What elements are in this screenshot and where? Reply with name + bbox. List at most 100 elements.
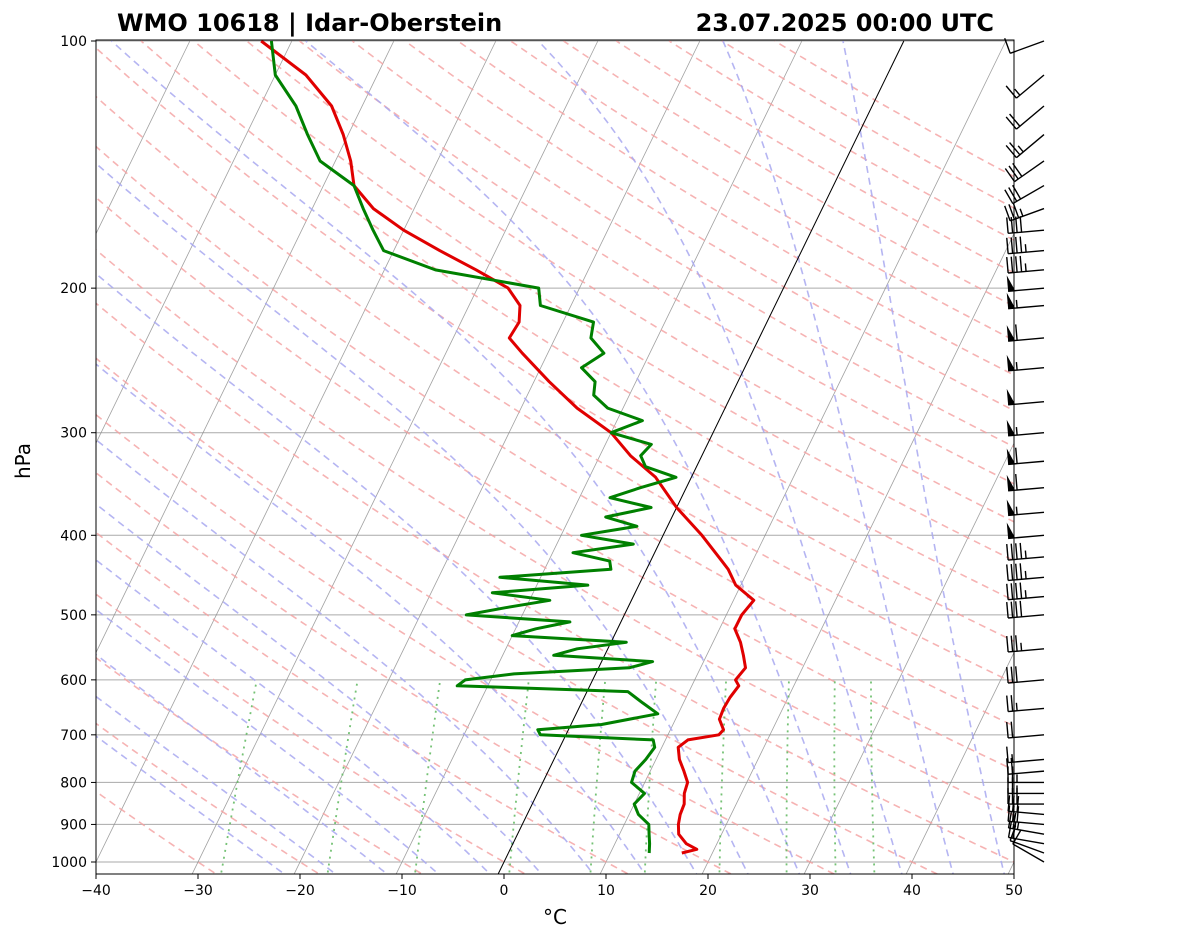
wind-barb-flag <box>1006 721 1009 739</box>
wind-barb-staff <box>1014 160 1045 183</box>
moist-adiabat-line <box>96 695 337 874</box>
wind-barb-flag <box>1010 583 1014 600</box>
moist-adiabat-line <box>96 558 492 874</box>
wind-barb-staff <box>1015 74 1045 99</box>
wind-barb-half-flag <box>1024 590 1027 599</box>
wind-barb <box>1006 447 1045 466</box>
dry-adiabat-line <box>96 722 321 874</box>
dry-adiabat-line <box>246 40 1014 523</box>
wind-barb-flag <box>1007 821 1013 838</box>
wind-barb-flag <box>1010 757 1014 774</box>
wind-barb <box>1005 74 1045 99</box>
wind-barb-staff <box>1008 287 1045 292</box>
wind-barb <box>1007 805 1045 826</box>
wind-barb-half-flag <box>1016 821 1020 830</box>
wind-barb-flag <box>1006 746 1009 763</box>
wind-barb <box>1006 499 1045 517</box>
dry-adiabat-line <box>96 145 1014 727</box>
wind-barb-staff <box>1009 40 1045 54</box>
wind-barb-flag <box>1008 187 1018 202</box>
wind-barb-flag <box>1015 582 1018 599</box>
wind-barb-staff <box>1015 105 1045 130</box>
wind-barb <box>1007 821 1045 845</box>
x-tick-label: −30 <box>183 883 213 899</box>
wind-barb-staff <box>1008 770 1045 775</box>
wind-barb-half-flag <box>1015 427 1018 436</box>
wind-barb-flag <box>1006 758 1009 775</box>
wind-barb-half-flag <box>1015 299 1018 308</box>
y-axis-label: hPa <box>11 443 35 479</box>
wind-barb <box>1006 354 1045 372</box>
wind-barb-half-flag <box>1024 244 1027 253</box>
isotherm-line <box>701 232 1014 874</box>
wind-barb-flag <box>1006 564 1009 581</box>
chart-title-station: WMO 10618 | Idar-Oberstein <box>117 9 502 37</box>
wind-barb <box>1006 236 1045 255</box>
wind-barb-pennant <box>1006 522 1016 539</box>
y-tick-label: 100 <box>60 34 87 50</box>
wind-barb-flag <box>1010 564 1014 581</box>
x-tick-label: 50 <box>1005 883 1023 899</box>
moist-adiabat-line <box>305 40 852 874</box>
dry-adiabat-line <box>96 413 836 874</box>
dry-adiabat-line <box>96 196 1014 771</box>
moist-adiabat-line <box>842 40 1006 874</box>
wind-barb-flag <box>1015 256 1018 273</box>
wind-barb-flag <box>1019 563 1023 580</box>
wind-barb-staff <box>1008 820 1045 826</box>
isotherm-line <box>191 40 599 874</box>
wind-barb-flag <box>1004 205 1011 222</box>
wind-barb-staff <box>1008 614 1045 619</box>
wind-barb-pennant <box>1006 419 1016 436</box>
wind-barb-staff <box>1008 304 1045 310</box>
y-tick-label: 700 <box>60 728 87 744</box>
x-tick-label: −40 <box>81 883 111 899</box>
axis-ticks: −40 −30 −20 −10 0 10 20 30 40 50 100 200 300 400 500 60… <box>51 34 1023 899</box>
wind-barb-flag <box>1015 324 1018 341</box>
dry-adiabat-line <box>96 531 630 874</box>
wind-barb-flag <box>1006 256 1009 274</box>
isotherm-line <box>905 651 1014 874</box>
wind-barb-flag <box>1012 184 1022 200</box>
wind-barb-flag <box>1015 563 1018 580</box>
wind-barb-flag <box>1008 165 1019 180</box>
wind-barb-half-flag <box>1024 570 1027 579</box>
wind-barb-half-flag <box>1017 145 1024 153</box>
wind-barb-half-flag <box>1011 754 1014 763</box>
wind-barb-pennant <box>1006 499 1016 516</box>
y-tick-label: 300 <box>60 426 87 442</box>
wind-barb-flag <box>1008 204 1016 220</box>
wind-barb <box>1006 563 1045 582</box>
wind-barb-pennant <box>1006 292 1016 309</box>
wind-barb-flag <box>1015 236 1018 253</box>
wind-barb-flag <box>1010 666 1014 683</box>
moist-adiabat-line <box>96 363 646 874</box>
wind-barb-flag <box>1004 189 1014 204</box>
wind-barb-flag <box>1006 666 1009 684</box>
wind-barb-staff <box>1008 486 1045 492</box>
wind-barb-flag <box>1004 38 1011 54</box>
temperature-profile-line <box>260 40 756 855</box>
x-tick-label: −10 <box>387 883 417 899</box>
isotherm-line <box>803 442 1014 874</box>
wind-barb-staff <box>1008 229 1045 235</box>
wind-barb-half-flag <box>1014 88 1021 96</box>
x-tick-label: 20 <box>699 883 717 899</box>
wind-barb-flag <box>1007 805 1011 822</box>
x-axis-label: °C <box>543 905 567 929</box>
wind-barb-flag <box>1012 202 1020 219</box>
wind-barb-staff <box>1015 134 1045 159</box>
wind-barb <box>1004 202 1045 222</box>
wind-barb <box>1004 184 1045 205</box>
wind-barb <box>1006 635 1045 653</box>
wind-barb-flag <box>1015 666 1018 683</box>
wind-barb <box>1006 255 1045 274</box>
wind-barb-staff <box>1008 400 1045 406</box>
isotherm-line <box>96 40 497 863</box>
moist-adiabat-line <box>96 438 595 874</box>
wind-barb <box>1006 666 1045 684</box>
wind-barb-flag <box>1012 812 1017 829</box>
wind-barb-flag <box>1005 144 1017 159</box>
wind-barb-staff <box>1008 648 1045 653</box>
wind-barb-pennant <box>1006 275 1016 292</box>
